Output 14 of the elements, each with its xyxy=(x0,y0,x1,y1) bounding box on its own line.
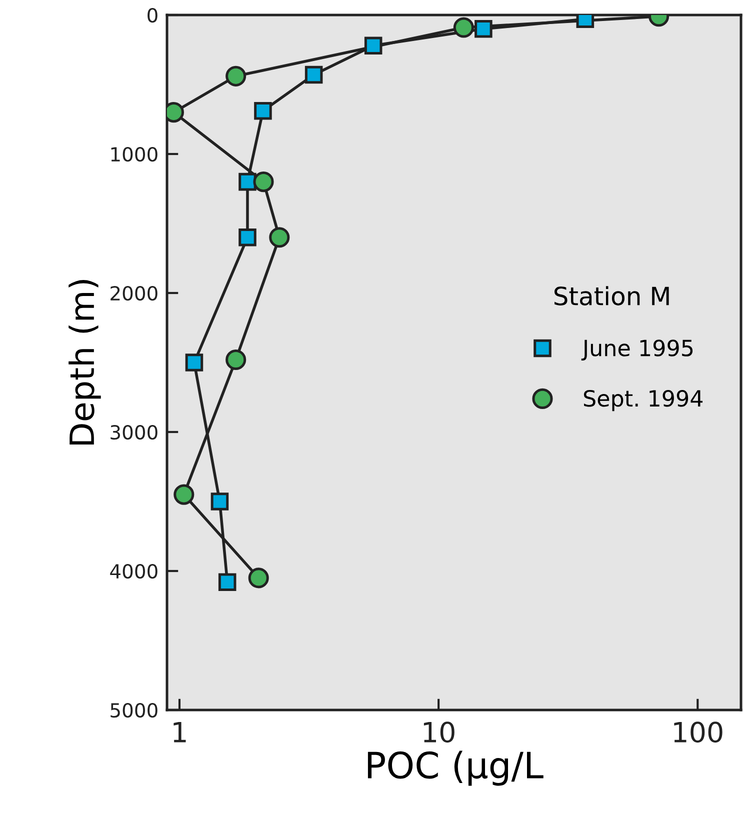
x-tick-label: 100 xyxy=(674,722,722,743)
legend-label: Sept. 1994 xyxy=(584,390,703,412)
y-tick-label: 1000 xyxy=(111,146,158,162)
legend-title: Station M xyxy=(554,286,669,306)
legend-label: June 1995 xyxy=(581,340,693,361)
y-tick-label: 4000 xyxy=(110,564,158,579)
x-tick-label: 10 xyxy=(424,722,454,743)
y-tick-label: 2000 xyxy=(110,286,158,301)
y-tick-label: 3000 xyxy=(110,424,158,440)
y-tick-label: 0 xyxy=(148,8,158,23)
y-tick-label: 5000 xyxy=(110,702,158,718)
x-tick-label: 1 xyxy=(174,722,186,742)
x-axis-title: POC (µg/L xyxy=(368,750,544,786)
y-axis-title: Depth (m) xyxy=(68,280,101,445)
